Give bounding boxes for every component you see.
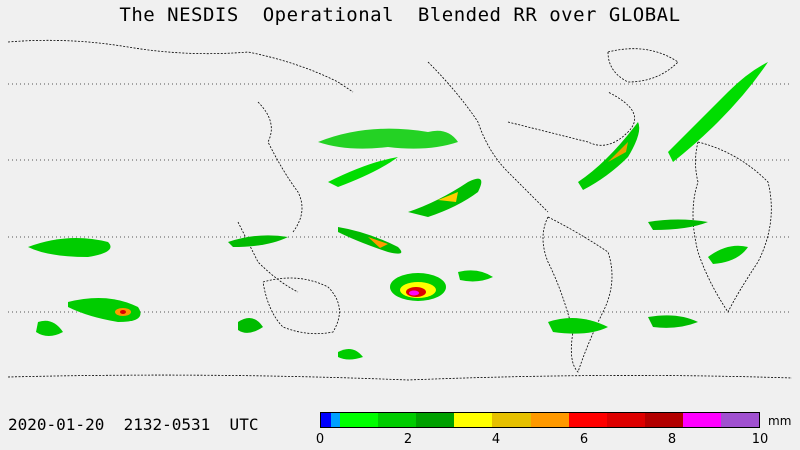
map-title: The NESDIS Operational Blended RR over G… [119,4,681,26]
rainfall-overlay [28,62,768,360]
precipitation-map [8,39,792,381]
legend-swatch [330,413,341,427]
legend-swatch [416,413,455,427]
legend-swatch [720,413,760,427]
scale-tick-label: 6 [579,432,589,447]
legend-swatch [321,413,331,427]
legend-swatch [492,413,531,427]
latitude-gridlines [8,83,792,313]
scale-tick-label: 0 [315,432,325,447]
coastlines [8,39,792,381]
scale-tick-label: 8 [667,432,677,447]
legend-swatch [568,413,607,427]
scale-tick-label: 2 [403,432,413,447]
legend-swatch [340,413,379,427]
scale-tick-label: 4 [491,432,501,447]
timestamp-label: 2020-01-20 2132-0531 UTC [8,415,259,434]
unit-label: mm [768,414,792,428]
legend-swatch [644,413,683,427]
scale-tick-label: 10 [751,432,769,447]
legend-swatch [682,413,721,427]
legend-swatch [454,413,493,427]
legend-swatch [378,413,417,427]
legend-swatch [530,413,569,427]
color-scale-bar [320,412,760,428]
legend-swatch [606,413,645,427]
